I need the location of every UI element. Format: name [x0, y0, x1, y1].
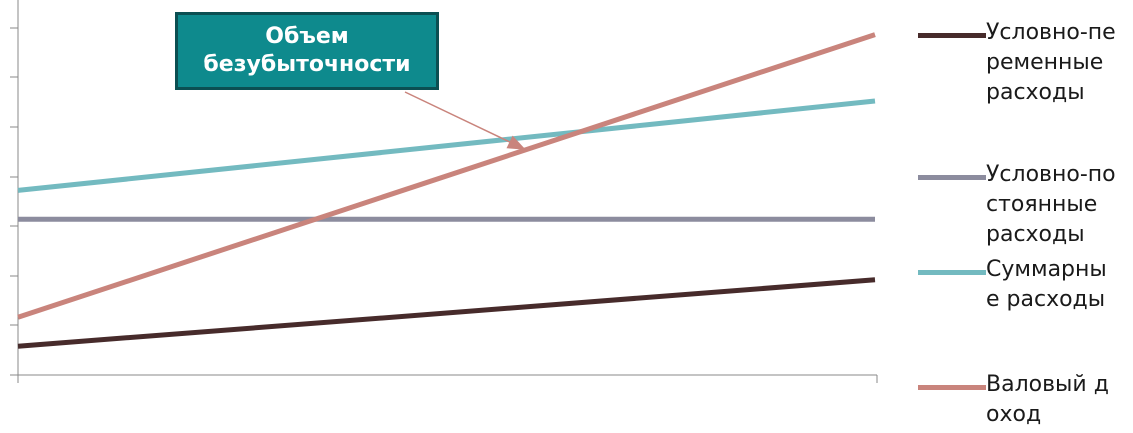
legend-item-total-costs: Суммарные расходы	[918, 255, 1116, 315]
break-even-callout-text: Объем безубыточности	[203, 23, 410, 79]
break-even-callout: Объем безубыточности	[175, 12, 439, 90]
chart-legend: Условно-переменные расходы Условно-посто…	[918, 0, 1133, 433]
legend-swatch-total-costs	[918, 270, 986, 275]
annotation-arrow-head	[506, 135, 526, 150]
legend-item-gross-income: Валовый доход	[918, 370, 1116, 430]
legend-item-variable-costs: Условно-переменные расходы	[918, 18, 1116, 108]
legend-swatch-gross-income	[918, 385, 986, 390]
legend-label-variable-costs: Условно-переменные расходы	[986, 20, 1116, 105]
legend-label-fixed-costs: Условно-постоянные расходы	[986, 162, 1116, 247]
series-line-variable-costs	[17, 277, 876, 349]
legend-label-total-costs: Суммарные расходы	[986, 257, 1107, 312]
chart-axes	[10, 0, 878, 383]
series-line-total-costs	[17, 98, 876, 193]
legend-label-gross-income: Валовый доход	[986, 372, 1109, 427]
legend-item-fixed-costs: Условно-постоянные расходы	[918, 160, 1116, 250]
series-line-gross-income	[17, 32, 876, 320]
legend-swatch-variable-costs	[918, 33, 986, 38]
break-even-chart	[10, 0, 878, 383]
callout-line-2: безубыточности	[203, 52, 411, 77]
annotation-arrow-layer	[404, 91, 527, 151]
legend-swatch-fixed-costs	[918, 175, 986, 180]
annotation-arrow-line	[404, 91, 527, 151]
chart-series-layer	[17, 32, 876, 349]
callout-line-1: Объем	[265, 24, 349, 49]
